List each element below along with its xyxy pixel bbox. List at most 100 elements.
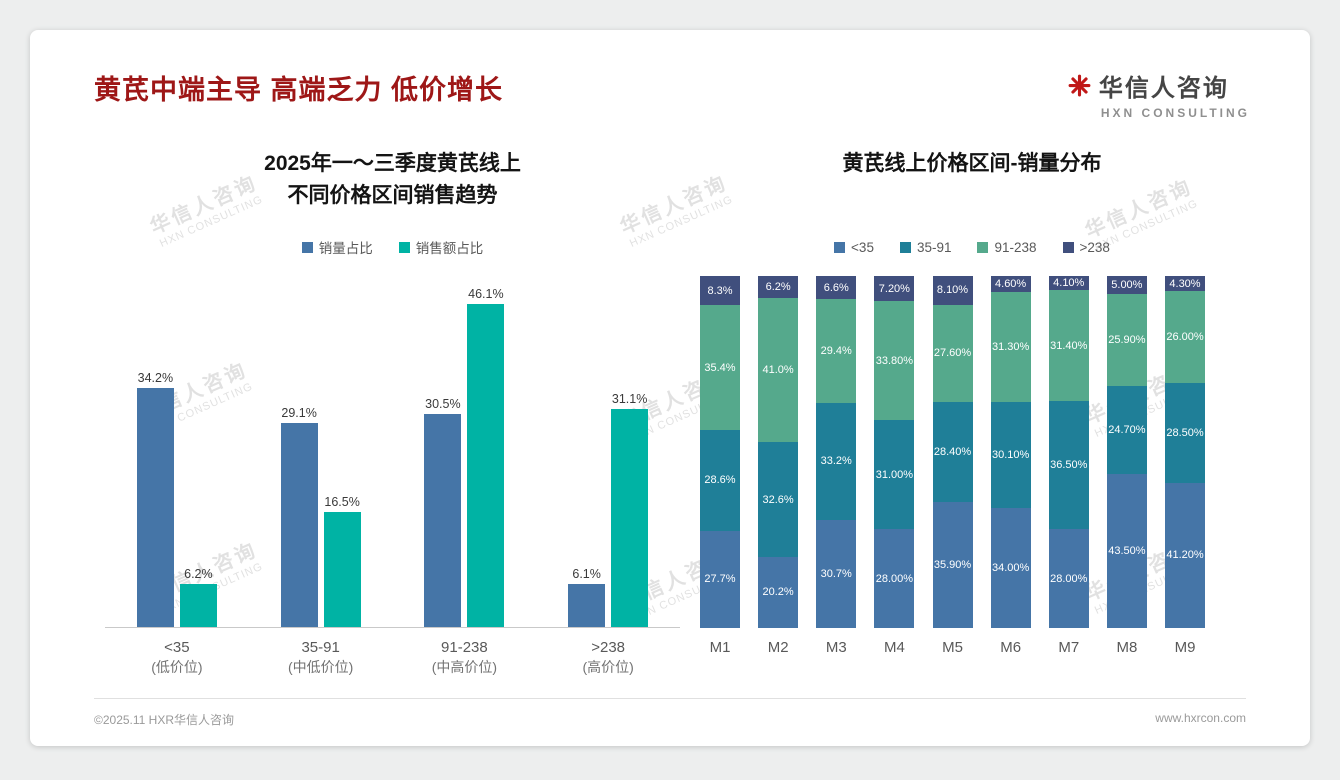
company-logo: 华信人咨询 HXN CONSULTING xyxy=(1067,68,1250,120)
legend-label: 销售额占比 xyxy=(415,241,484,256)
bar-segment: 27.7% xyxy=(700,530,740,628)
legend-item: 销售额占比 xyxy=(398,237,484,257)
x-axis-label: M9 xyxy=(1174,639,1196,656)
bar-segment: 26.00% xyxy=(1165,291,1205,383)
right-chart-plot-area: 27.7% 28.6% 35.4% 8.3% 20.2% 32.6% 41.0% 6.2% 30… xyxy=(700,276,1205,628)
bar-segment: 28.6% xyxy=(700,429,740,531)
bar-column: 6.2% xyxy=(179,566,217,627)
segment-value-label: 31.00% xyxy=(875,468,914,481)
bar-segment: 4.30% xyxy=(1165,276,1205,292)
segment-value-label: 6.6% xyxy=(823,281,849,294)
legend-swatch xyxy=(301,241,313,253)
right-chart-title: 黄芪线上价格区间-销量分布 xyxy=(842,152,1102,175)
bar-segment: 30.7% xyxy=(816,519,857,628)
legend-item: 销量占比 xyxy=(301,237,373,257)
bar xyxy=(611,409,649,627)
segment-value-label: 31.30% xyxy=(991,341,1030,354)
bar-segment: 7.20% xyxy=(874,276,915,302)
slide-footer: ©2025.11 HXR华信人咨询 www.hxrcon.com xyxy=(94,698,1246,728)
bar-column: 46.1% xyxy=(467,287,505,627)
left-chart-title: 2025年一～三季度黄芪线上 不同价格区间销售趋势 xyxy=(105,148,680,214)
bar-segment: 5.00% xyxy=(1106,276,1147,294)
bar-segment: 36.50% xyxy=(1048,400,1089,530)
bar-value-label: 16.5% xyxy=(324,494,360,509)
segment-value-label: 33.80% xyxy=(875,354,914,367)
legend-swatch xyxy=(1062,241,1074,253)
x-axis-label: >238 (高价位) xyxy=(582,639,634,675)
bar-group: 6.1% 31.1% xyxy=(536,276,680,627)
right-chart-legend: <35 35-91 91-238 >238 xyxy=(698,238,1246,256)
segment-value-label: 7.20% xyxy=(878,282,910,295)
bar xyxy=(323,511,361,627)
legend-item: <35 xyxy=(834,240,874,255)
segment-value-label: 36.50% xyxy=(1050,459,1088,472)
left-chart-plot-area: 34.2% 6.2% 29.1% 16.5% 30.5% 46.1% 6.1% 31.1% xyxy=(105,276,680,628)
bar xyxy=(467,304,505,627)
bar-group: 34.2% 6.2% xyxy=(105,276,249,627)
segment-value-label: 29.4% xyxy=(820,345,852,358)
bar-segment: 20.2% xyxy=(758,556,799,628)
bar-segment: 33.80% xyxy=(874,301,915,421)
x-axis-label: M5 xyxy=(942,639,963,656)
bar-segment: 6.2% xyxy=(758,276,799,298)
bar-value-label: 31.1% xyxy=(611,392,648,407)
bar-column: 6.1% xyxy=(568,567,606,627)
segment-value-label: 6.2% xyxy=(765,280,791,293)
bar-column: 34.2% xyxy=(136,371,174,627)
bar-segment: 35.4% xyxy=(700,305,740,430)
bar-column: 30.5% xyxy=(424,396,462,627)
stacked-bar: 28.00% 36.50% 31.40% 4.10% xyxy=(1048,276,1089,628)
bar-segment: 32.6% xyxy=(758,442,799,557)
red-asterisk-icon xyxy=(1067,73,1092,98)
bar-segment: 35.90% xyxy=(932,501,973,628)
bar-value-label: 30.5% xyxy=(425,396,461,411)
segment-value-label: 28.40% xyxy=(933,445,972,458)
x-axis-label: M7 xyxy=(1058,639,1080,656)
segment-value-label: 43.50% xyxy=(1108,544,1146,557)
segment-value-label: 27.7% xyxy=(704,573,736,586)
bar-value-label: 29.1% xyxy=(281,406,317,421)
segment-value-label: 28.6% xyxy=(704,474,736,487)
bar-column: 29.1% xyxy=(280,406,318,627)
bar-value-label: 6.1% xyxy=(572,567,601,582)
bar-column: 16.5% xyxy=(323,494,361,627)
x-axis-label: <35 (低价位) xyxy=(151,639,203,675)
bar-segment: 28.00% xyxy=(874,529,915,628)
logo-company-subtitle: HXN CONSULTING xyxy=(1100,106,1250,120)
right-chart-x-axis: M1 M2 M3 M4 M5 M6 M7 M8 M9 xyxy=(700,639,1205,656)
segment-value-label: 4.10% xyxy=(1053,277,1085,290)
segment-value-label: 27.60% xyxy=(933,347,972,360)
bar xyxy=(280,423,318,627)
stacked-bar: 20.2% 32.6% 41.0% 6.2% xyxy=(758,276,799,628)
bar xyxy=(179,583,217,627)
x-axis-label: M8 xyxy=(1116,639,1138,656)
stacked-bar-chart: 黄芪线上价格区间-销量分布 <35 35-91 91-238 >238 27.7% 28… xyxy=(698,148,1246,656)
left-chart-x-axis: <35 (低价位) 35-91 (中低价位) 91-238 (中高价位) >238 (高价位) xyxy=(105,637,680,678)
legend-item: 91-238 xyxy=(977,239,1037,255)
footer-website: www.hxrcon.com xyxy=(1155,711,1246,725)
bar-segment: 6.6% xyxy=(816,276,857,300)
left-chart-title-line1: 2025年一～三季度黄芪线上 xyxy=(264,152,521,175)
segment-value-label: 24.70% xyxy=(1108,423,1146,436)
bar-segment: 31.30% xyxy=(990,292,1031,403)
left-chart-legend: 销量占比 销售额占比 xyxy=(105,238,680,256)
bar-segment: 29.4% xyxy=(816,299,857,403)
segment-value-label: 28.00% xyxy=(875,572,914,585)
legend-item: 35-91 xyxy=(899,240,951,255)
legend-swatch xyxy=(398,241,410,253)
bar-segment: 31.00% xyxy=(874,420,915,530)
x-axis-label: M2 xyxy=(767,639,789,656)
bar-segment: 41.0% xyxy=(758,297,799,443)
slide-header: 黄芪中端主导 高端乏力 低价增长 华信人咨询 xyxy=(94,68,1250,120)
bar-segment: 41.20% xyxy=(1165,482,1205,628)
bar-value-label: 6.2% xyxy=(184,566,213,581)
x-axis-label: M6 xyxy=(1000,639,1022,656)
segment-value-label: 20.2% xyxy=(762,586,794,599)
stacked-bar: 28.00% 31.00% 33.80% 7.20% xyxy=(874,276,915,628)
legend-label: <35 xyxy=(851,239,874,255)
bar-segment: 34.00% xyxy=(990,508,1031,628)
segment-value-label: 8.10% xyxy=(936,284,969,297)
x-axis-label: 35-91 (中低价位) xyxy=(287,639,354,675)
footer-copyright: ©2025.11 HXR华信人咨询 xyxy=(94,713,234,727)
legend-label: 91-238 xyxy=(994,239,1037,255)
